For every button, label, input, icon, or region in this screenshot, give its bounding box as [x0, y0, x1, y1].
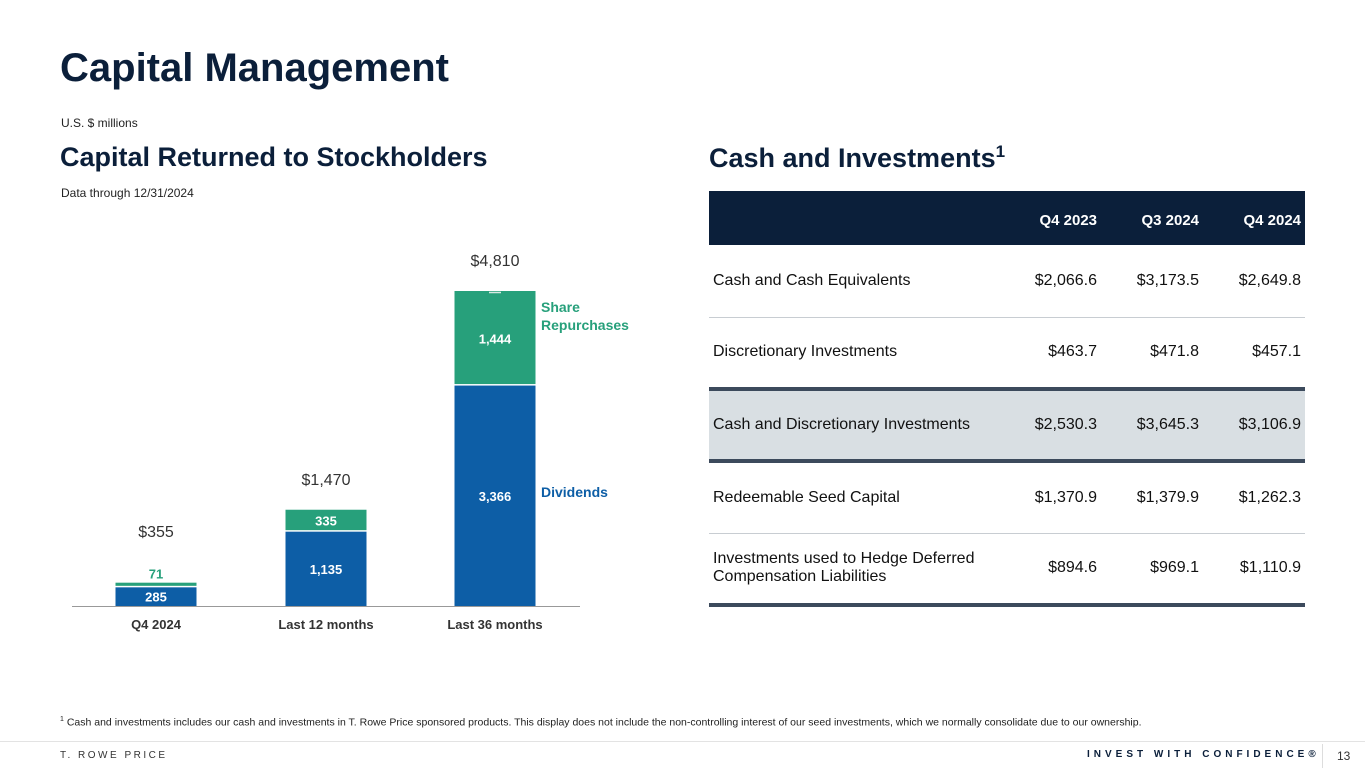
table-cell-value: $463.7: [999, 317, 1101, 390]
column-header: Q4 2023: [999, 191, 1101, 245]
bar-share-repurchases: [454, 291, 536, 385]
table-row-label: Cash and Cash Equivalents: [709, 245, 999, 318]
table-row: Redeemable Seed Capital $1,370.9 $1,379.9 $…: [709, 461, 1305, 534]
footnote-marker: 1: [995, 142, 1006, 161]
chart-heading: Capital Returned to Stockholders: [60, 142, 488, 172]
x-tick-label: Q4 2024: [131, 617, 182, 632]
units-note: U.S. $ millions: [61, 116, 138, 130]
table-row-label: Discretionary Investments: [709, 317, 999, 390]
page-number: 13: [1337, 749, 1351, 763]
legend-share-repurchases: Share Repurchases: [541, 299, 629, 333]
footnote-number: 1: [60, 716, 64, 723]
table-row: Discretionary Investments $463.7 $471.8 $45…: [709, 317, 1305, 390]
bar-total-label: $4,810: [471, 253, 520, 270]
table-row: Cash and Cash Equivalents $2,066.6 $3,173.…: [709, 245, 1305, 318]
table-cell-value: $2,649.8: [1203, 245, 1305, 318]
footer-divider: [0, 741, 1365, 742]
stacked-bar-chart: 285 71 $355 Q4 2024 1,135 335 $1,470 Last 12 mo…: [72, 253, 629, 632]
table-row-label: Investments used to Hedge Deferred Compe…: [709, 533, 999, 607]
table-cell-value: $471.8: [1101, 317, 1203, 390]
table-cell-value: $1,370.9: [999, 461, 1101, 534]
bar-value-label: 285: [145, 590, 167, 605]
table-cell-value: $3,173.5: [1101, 245, 1203, 318]
table-cell-value: $969.1: [1101, 533, 1203, 607]
table-cell-value: $457.1: [1203, 317, 1305, 390]
bar-share-repurchases: [285, 509, 367, 531]
table-heading-text: Cash and Investments: [709, 143, 996, 173]
table-row: Cash and Discretionary Investments $2,530…: [709, 387, 1305, 463]
footnote: 1 Cash and investments includes our cash…: [60, 716, 1142, 729]
bar-value-label: 335: [315, 514, 337, 529]
bar-dividends: [454, 385, 536, 606]
x-tick-label: Last 12 months: [278, 617, 373, 632]
table-row-label: Redeemable Seed Capital: [709, 461, 999, 534]
bar-total-label: $355: [138, 524, 174, 541]
bar-value-label: 1,135: [310, 562, 343, 577]
page-title: Capital Management: [60, 46, 449, 90]
table-row-label: Cash and Discretionary Investments: [709, 387, 999, 463]
data-through-note: Data through 12/31/2024: [61, 186, 194, 200]
table-heading: Cash and Investments1: [709, 142, 1005, 174]
tagline: INVEST WITH CONFIDENCE®: [1087, 749, 1320, 760]
table-cell-value: $1,379.9: [1101, 461, 1203, 534]
table-cell-value: $1,110.9: [1203, 533, 1305, 607]
table-cell-value: $894.6: [999, 533, 1101, 607]
footer-separator: [1322, 744, 1323, 768]
cash-investments-table: Q4 2023 Q3 2024 Q4 2024 Cash and Cash Equi…: [709, 191, 1305, 607]
bar-value-label: 1,444: [479, 331, 512, 346]
legend-dividends: Dividends: [541, 484, 608, 500]
bar-dividends: [285, 531, 367, 606]
table-row: Investments used to Hedge Deferred Compe…: [709, 533, 1305, 607]
table-header-row: Q4 2023 Q3 2024 Q4 2024: [709, 191, 1305, 245]
table-cell-value: $3,645.3: [1101, 387, 1203, 463]
footnote-text: Cash and investments includes our cash a…: [66, 716, 1142, 729]
column-header: Q4 2024: [1203, 191, 1305, 245]
bar-value-label: 71: [149, 567, 163, 582]
table-cell-value: $1,262.3: [1203, 461, 1305, 534]
x-tick-label: Last 36 months: [447, 617, 542, 632]
table-cell-value: $2,066.6: [999, 245, 1101, 318]
bar-value-label: 3,366: [479, 489, 512, 504]
column-header: [709, 191, 999, 245]
column-header: Q3 2024: [1101, 191, 1203, 245]
bar-share-repurchases: [115, 582, 197, 586]
table-cell-value: $2,530.3: [999, 387, 1101, 463]
brand-logo: T. ROWE PRICE: [60, 750, 168, 761]
bar-total-label: $1,470: [302, 472, 351, 489]
bar-dividends: [115, 587, 197, 606]
table-cell-value: $3,106.9: [1203, 387, 1305, 463]
